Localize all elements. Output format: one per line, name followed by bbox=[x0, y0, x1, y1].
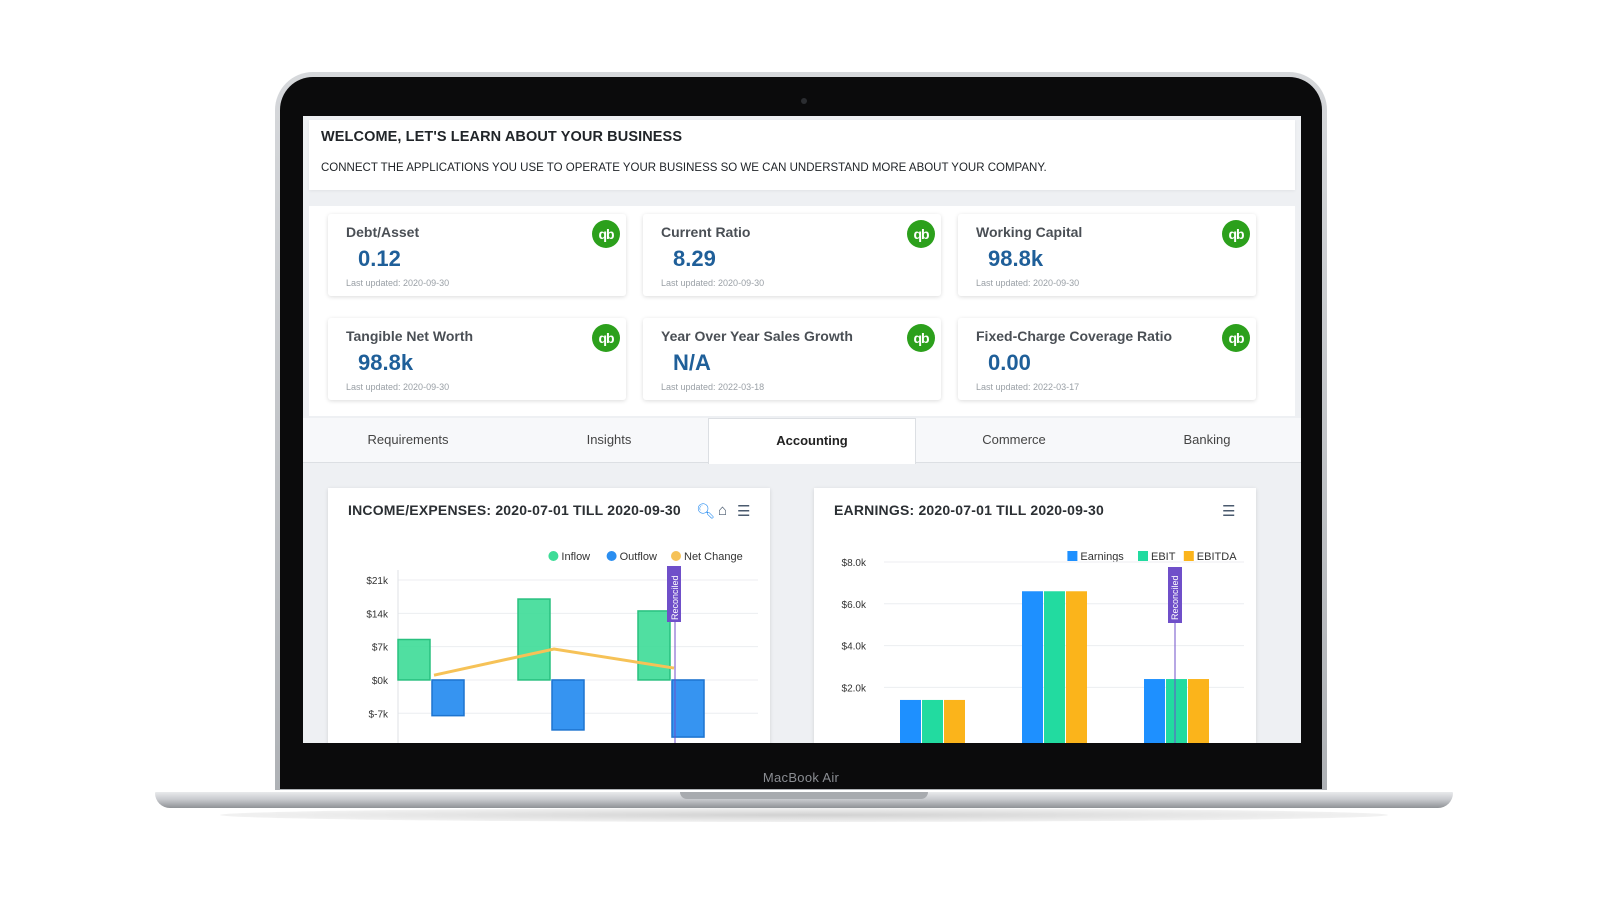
outflow-bar bbox=[551, 679, 585, 731]
metric-updated: Last updated: 2020-09-30 bbox=[976, 278, 1080, 288]
metric-updated: Last updated: 2022-03-17 bbox=[976, 382, 1080, 392]
metric-label: Current Ratio bbox=[661, 224, 751, 240]
metric-card-fixed-charge-coverage[interactable]: Fixed-Charge Coverage Ratio 0.00 Last up… bbox=[958, 318, 1256, 400]
metric-value: N/A bbox=[673, 350, 711, 375]
metric-value: 98.8k bbox=[988, 246, 1044, 271]
tab-requirements[interactable]: Requirements bbox=[367, 432, 449, 447]
earnings-bar bbox=[900, 699, 921, 743]
inflow-bar bbox=[397, 638, 431, 681]
welcome-subtitle: CONNECT THE APPLICATIONS YOU USE TO OPER… bbox=[321, 162, 1047, 174]
metric-label: Debt/Asset bbox=[346, 224, 420, 240]
y-tick-label: $6.0k bbox=[842, 600, 867, 611]
laptop-base bbox=[155, 792, 1453, 808]
quickbooks-icon: qb bbox=[1222, 220, 1250, 248]
legend-label: Inflow bbox=[561, 551, 590, 563]
quickbooks-icon: qb bbox=[907, 324, 935, 352]
earnings-bar bbox=[1144, 679, 1165, 743]
legend-label: EBITDA bbox=[1197, 551, 1237, 563]
legend-label: EBIT bbox=[1151, 551, 1176, 563]
earnings-bar bbox=[944, 699, 965, 743]
reconciled-flag bbox=[1168, 567, 1182, 623]
metric-value: 0.12 bbox=[358, 246, 401, 271]
quickbooks-icon: qb bbox=[1222, 324, 1250, 352]
outflow-bar bbox=[671, 679, 705, 738]
earnings-bar bbox=[1166, 679, 1187, 743]
income-expenses-chart: Net Change Outflow Inflow $21k $14k $7k $0k $-7… bbox=[366, 551, 758, 743]
reconciled-label: Reconciled bbox=[1170, 575, 1180, 620]
metric-label: Fixed-Charge Coverage Ratio bbox=[976, 328, 1173, 344]
reconciled-flag bbox=[667, 566, 681, 622]
legend-label: Outflow bbox=[620, 551, 657, 563]
earnings-bar bbox=[922, 699, 943, 743]
earnings-bar bbox=[1022, 591, 1043, 743]
metric-updated: Last updated: 2020-09-30 bbox=[346, 278, 450, 288]
metric-card-yoy-sales-growth[interactable]: Year Over Year Sales Growth N/A Last upd… bbox=[643, 318, 941, 400]
y-tick-label: $2.0k bbox=[842, 683, 867, 694]
y-tick-label: $21k bbox=[366, 576, 389, 587]
device-label: MacBook Air bbox=[762, 770, 840, 785]
income-expenses-chart-panel: INCOME/EXPENSES: 2020-07-01 TILL 2020-09… bbox=[328, 488, 770, 743]
app-screen: WELCOME, LET'S LEARN ABOUT YOUR BUSINESS… bbox=[303, 116, 1301, 743]
laptop-shadow bbox=[220, 808, 1388, 822]
legend-marker bbox=[1067, 551, 1078, 561]
metric-value: 0.00 bbox=[988, 350, 1031, 375]
metric-updated: Last updated: 2020-09-30 bbox=[346, 382, 450, 392]
tab-accounting[interactable]: Accounting bbox=[708, 418, 916, 464]
quickbooks-icon: qb bbox=[592, 324, 620, 352]
home-icon[interactable]: ⌂ bbox=[718, 502, 728, 519]
metric-value: 98.8k bbox=[358, 350, 414, 375]
legend-marker bbox=[548, 551, 559, 561]
metric-updated: Last updated: 2020-09-30 bbox=[661, 278, 765, 288]
metric-updated: Last updated: 2022-03-18 bbox=[661, 382, 765, 392]
metrics-panel: Debt/Asset 0.12 Last updated: 2020-09-30… bbox=[309, 206, 1295, 416]
legend-marker bbox=[606, 551, 617, 561]
legend-label: Net Change bbox=[684, 551, 743, 563]
tab-insights[interactable]: Insights bbox=[586, 432, 632, 447]
reconciled-label: Reconciled bbox=[670, 575, 680, 620]
legend-label: Earnings bbox=[1080, 551, 1124, 563]
quickbooks-icon: qb bbox=[592, 220, 620, 248]
income-expenses-chart-title: INCOME/EXPENSES: 2020-07-01 TILL 2020-09… bbox=[348, 502, 681, 518]
y-tick-label: $7k bbox=[372, 643, 389, 654]
zoom-icon[interactable]: 🔍︎ bbox=[696, 503, 716, 520]
earnings-bar bbox=[1188, 679, 1209, 743]
laptop-notch bbox=[680, 792, 928, 799]
metric-label: Year Over Year Sales Growth bbox=[661, 328, 853, 344]
earnings-chart-title: EARNINGS: 2020-07-01 TILL 2020-09-30 bbox=[834, 502, 1104, 518]
metric-card-current-ratio[interactable]: Current Ratio 8.29 Last updated: 2020-09… bbox=[643, 214, 941, 296]
metric-card-debt-asset[interactable]: Debt/Asset 0.12 Last updated: 2020-09-30… bbox=[328, 214, 626, 296]
legend-marker bbox=[1138, 551, 1148, 561]
quickbooks-icon: qb bbox=[907, 220, 935, 248]
y-tick-label: $8.0k bbox=[842, 558, 867, 569]
welcome-banner: WELCOME, LET'S LEARN ABOUT YOUR BUSINESS… bbox=[309, 120, 1295, 190]
menu-icon[interactable]: ☰ bbox=[1222, 503, 1236, 520]
y-tick-label: $14k bbox=[366, 609, 389, 620]
earnings-chart-panel: EARNINGS: 2020-07-01 TILL 2020-09-30 ☰ E… bbox=[814, 488, 1256, 743]
net-change-line bbox=[433, 647, 675, 677]
inflow-bar bbox=[637, 610, 671, 681]
legend-marker bbox=[1183, 551, 1194, 561]
earnings-bar bbox=[1044, 591, 1065, 743]
metric-label: Tangible Net Worth bbox=[346, 328, 474, 344]
tab-commerce[interactable]: Commerce bbox=[982, 432, 1046, 447]
section-tabs: Requirements Insights Accounting Commerc… bbox=[303, 418, 1301, 464]
metric-card-tangible-net-worth[interactable]: Tangible Net Worth 98.8k Last updated: 2… bbox=[328, 318, 626, 400]
camera-icon bbox=[801, 98, 807, 104]
welcome-title: WELCOME, LET'S LEARN ABOUT YOUR BUSINESS bbox=[321, 129, 683, 145]
y-tick-label: $0k bbox=[372, 676, 389, 687]
legend-marker bbox=[671, 551, 681, 561]
y-tick-label: $-7k bbox=[369, 709, 389, 720]
outflow-bar bbox=[431, 679, 465, 717]
earnings-bar bbox=[1066, 591, 1087, 743]
metric-value: 8.29 bbox=[673, 246, 716, 271]
tab-banking[interactable]: Banking bbox=[1183, 432, 1231, 447]
inflow-bar bbox=[517, 598, 551, 681]
earnings-chart: EBITDA EBIT Earnings $8.0k $6.0k $4.0k $2.0k Re… bbox=[842, 551, 1244, 743]
y-tick-label: $4.0k bbox=[842, 642, 867, 653]
metric-label: Working Capital bbox=[976, 224, 1083, 240]
metric-card-working-capital[interactable]: Working Capital 98.8k Last updated: 2020… bbox=[958, 214, 1256, 296]
menu-icon[interactable]: ☰ bbox=[737, 503, 751, 520]
